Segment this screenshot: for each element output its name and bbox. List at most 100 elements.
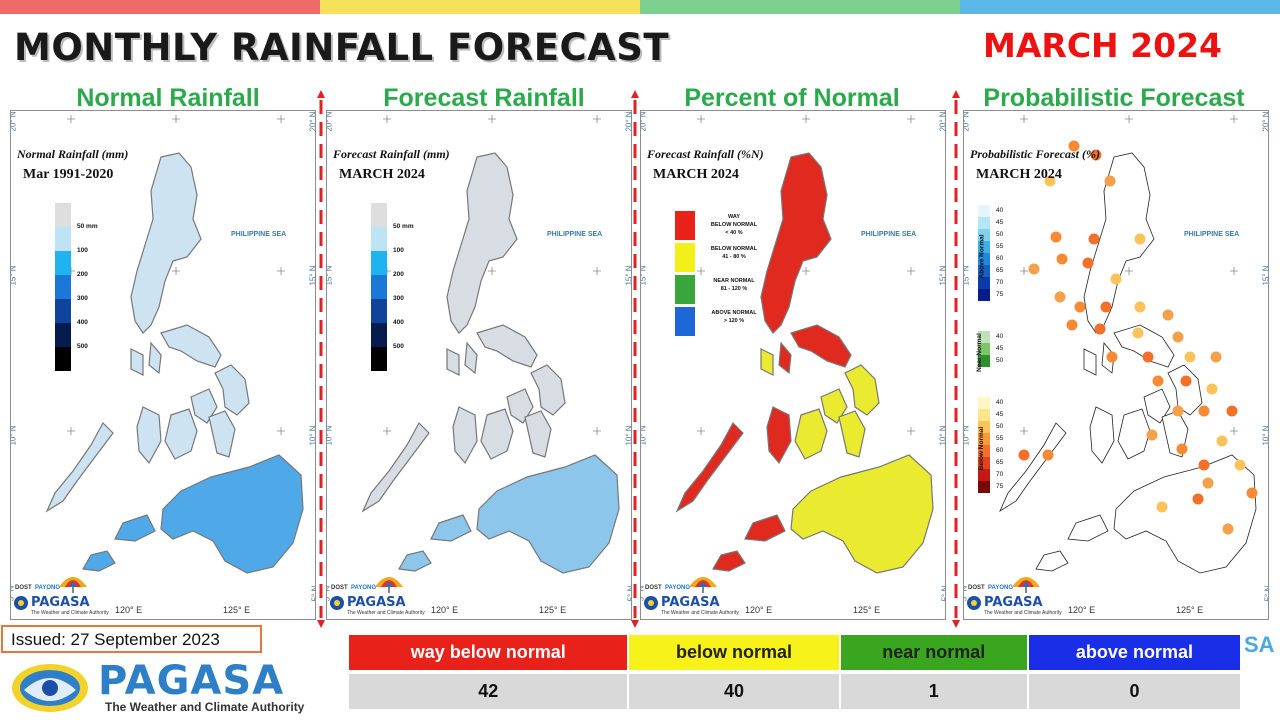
payong-pagasa-logo: DOST PAYONG PAGASA The Weather and Climate …	[966, 573, 1062, 617]
philippines-map	[361, 115, 620, 574]
island-shape	[790, 454, 934, 574]
legend-label: 45	[996, 219, 1004, 226]
latitude-label: 15° N	[938, 265, 946, 286]
station-dot	[1222, 523, 1234, 535]
legend-label: 200	[77, 271, 88, 278]
station-dot	[1216, 435, 1228, 447]
latitude-label: 15° N	[326, 265, 334, 286]
map-period: Mar 1991-2020	[23, 167, 114, 182]
legend-label: 300	[393, 295, 404, 302]
legend-label: 500	[393, 343, 404, 350]
category-summary-table: way below normal below normal near norma…	[347, 635, 1242, 709]
count-row: 42 40 1 0	[349, 674, 1240, 709]
probability-category-label: Above Normal	[978, 234, 986, 279]
legend-swatch	[371, 323, 387, 347]
island-shape	[794, 408, 828, 460]
legend-label: WAY BELOW NORMAL < 40 %	[710, 214, 758, 236]
panel-title-probabilistic: Probabilistic Forecast	[983, 84, 1245, 112]
island-shape	[524, 410, 552, 458]
station-dot	[1134, 233, 1146, 245]
legend-label: 100	[393, 247, 404, 254]
latitude-label: 20° N	[326, 111, 334, 132]
island-shape	[1083, 152, 1155, 334]
legend-label: 75	[996, 291, 1004, 298]
island-shape	[45, 422, 114, 513]
map-panel-probabilistic: Probabilistic Forecast (%) MARCH 2024 PH…	[963, 110, 1269, 620]
umbrella-icon	[1012, 577, 1040, 593]
legend-label: 50	[996, 231, 1004, 238]
island-shape	[844, 364, 880, 416]
payong-pagasa-logo: DOST PAYONG PAGASA The Weather and Climate …	[13, 573, 109, 617]
latitude-label: 10° N	[624, 425, 632, 446]
latitude-label: 15° N	[1261, 265, 1269, 286]
longitude-label: 120° E	[745, 605, 773, 615]
legend-swatch	[675, 307, 695, 336]
island-shape	[480, 408, 514, 460]
island-shape	[778, 341, 792, 375]
island-shape	[130, 152, 202, 334]
category-near-normal: near normal	[840, 635, 1027, 670]
latitude-label: 20° N	[1261, 111, 1269, 132]
legend-swatch	[371, 251, 387, 275]
legend-label: NEAR NORMAL 81 - 120 %	[713, 278, 755, 292]
station-dot	[1106, 351, 1118, 363]
latitude-label: 20° N	[624, 111, 632, 132]
station-dot	[1156, 501, 1168, 513]
stripe-blue	[960, 0, 1280, 14]
latitude-label: 15° N	[10, 265, 18, 286]
island-shape	[1083, 348, 1097, 376]
sea-label: PHILIPPINE SEA	[231, 231, 287, 238]
station-dot	[1042, 449, 1054, 461]
island-shape	[1167, 364, 1203, 416]
latitude-label: 5° N	[626, 586, 632, 602]
island-shape	[214, 364, 250, 416]
latitude-label: 10° N	[10, 425, 18, 446]
latitude-label: 5° N	[310, 586, 316, 602]
panel-divider	[317, 90, 325, 628]
stripe-yellow	[320, 0, 640, 14]
category-row: way below normal below normal near norma…	[349, 635, 1240, 670]
island-shape	[712, 550, 746, 572]
panel-title-percent: Percent of Normal	[684, 84, 900, 112]
island-shape	[114, 514, 156, 542]
legend-label: 100	[77, 247, 88, 254]
legend-label: 60	[996, 447, 1004, 454]
latitude-label: 10° N	[963, 425, 971, 446]
pagasa-emblem-icon	[330, 596, 344, 610]
legend-label: 65	[996, 459, 1004, 466]
station-dot	[1146, 429, 1158, 441]
map-panel-percent: Forecast Rainfall (%N) MARCH 2024 PHILIP…	[640, 110, 946, 620]
island-shape	[675, 422, 744, 513]
island-shape	[476, 324, 538, 368]
station-dot	[1172, 405, 1184, 417]
category-way-below-normal: way below normal	[349, 635, 628, 670]
latitude-label: 20° N	[308, 111, 316, 132]
island-shape	[452, 406, 478, 465]
legend-label: 400	[77, 319, 88, 326]
legend-swatch	[55, 347, 71, 371]
latitude-label: 15° N	[640, 265, 648, 286]
count-above-normal: 0	[1028, 674, 1240, 709]
footer-logo-name: PAGASA	[98, 658, 285, 704]
station-dot	[1068, 140, 1080, 152]
island-shape	[148, 341, 162, 375]
legend-swatch	[55, 227, 71, 251]
category-below-normal: below normal	[629, 635, 839, 670]
rainfall-legend	[371, 203, 387, 371]
island-shape	[136, 406, 162, 465]
station-dot	[1198, 459, 1210, 471]
station-dot	[1132, 327, 1144, 339]
stripe-red	[0, 0, 320, 14]
percent-legend-item: ABOVE NORMAL > 120 %	[675, 307, 775, 337]
station-dot	[1180, 375, 1192, 387]
latitude-label: 20° N	[963, 111, 971, 132]
longitude-label: 125° E	[223, 605, 251, 615]
footer-logo-tagline: The Weather and Climate Authority	[105, 700, 305, 714]
station-dot	[1234, 459, 1246, 471]
sea-label: PHILIPPINE SEA	[547, 231, 603, 238]
legend-label: 50	[996, 357, 1004, 364]
station-dot	[1074, 301, 1086, 313]
legend-label: 50 mm	[77, 223, 98, 230]
legend-swatch	[55, 203, 71, 227]
panel-title-normal: Normal Rainfall	[76, 84, 260, 112]
